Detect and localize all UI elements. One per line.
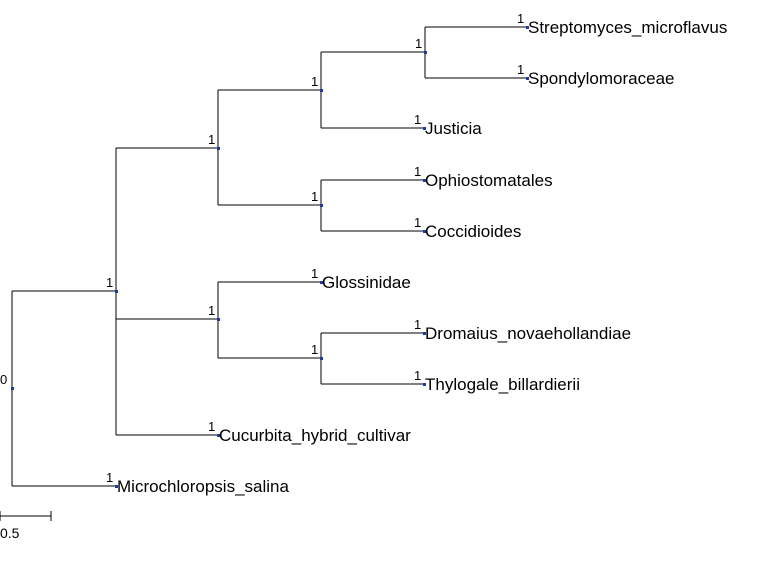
node-marker-t_thyl bbox=[423, 383, 426, 386]
node-marker-root bbox=[11, 387, 14, 390]
support-value-n5: 1 bbox=[311, 189, 318, 204]
leaf-label-t_micro: Microchloropsis_salina bbox=[117, 477, 290, 496]
leaf-label-t_spond: Spondylomoraceae bbox=[528, 69, 674, 88]
node-marker-n3 bbox=[217, 318, 220, 321]
node-marker-t_micro bbox=[115, 485, 118, 488]
node-marker-t_cocc bbox=[423, 230, 426, 233]
node-marker-t_ophi bbox=[423, 179, 426, 182]
node-marker-n4 bbox=[320, 89, 323, 92]
scale-bar-label: 0.5 bbox=[0, 525, 20, 541]
leaf-label-t_just: Justicia bbox=[425, 119, 482, 138]
support-value-t_strep: 1 bbox=[517, 11, 524, 26]
support-value-t_micro: 1 bbox=[106, 470, 113, 485]
node-marker-t_just bbox=[423, 127, 426, 130]
support-value-t_cocc: 1 bbox=[414, 215, 421, 230]
tree-branches bbox=[11, 26, 527, 487]
node-marker-n1 bbox=[115, 290, 118, 293]
node-marker-t_glos bbox=[320, 281, 323, 284]
support-value-n4: 1 bbox=[311, 74, 318, 89]
node-marker-n2 bbox=[217, 147, 220, 150]
support-value-t_spond: 1 bbox=[517, 62, 524, 77]
support-value-n2: 1 bbox=[208, 132, 215, 147]
support-value-t_ophi: 1 bbox=[414, 164, 421, 179]
support-value-n1: 1 bbox=[106, 275, 113, 290]
node-marker-t_spond bbox=[526, 77, 529, 80]
support-value-t_drom: 1 bbox=[414, 317, 421, 332]
node-marker-t_strep bbox=[526, 26, 529, 29]
node-marker-n5 bbox=[320, 204, 323, 207]
leaf-label-t_ophi: Ophiostomatales bbox=[425, 171, 553, 190]
leaf-label-t_thyl: Thylogale_billardierii bbox=[425, 375, 580, 394]
leaf-label-t_cocc: Coccidioides bbox=[425, 222, 521, 241]
leaf-label-t_cucu: Cucurbita_hybrid_cultivar bbox=[219, 426, 411, 445]
leaf-label-t_drom: Dromaius_novaehollandiae bbox=[425, 324, 631, 343]
leaf-label-t_glos: Glossinidae bbox=[322, 273, 411, 292]
support-value-root: 0 bbox=[0, 372, 7, 387]
tree-nodes bbox=[11, 26, 529, 488]
tree-labels: 0 1 1 1 1 1 1 1 1 Streptomyces_microflavus 1 Spondy… bbox=[0, 11, 727, 496]
support-value-t_thyl: 1 bbox=[414, 368, 421, 383]
scale-bar: 0.5 bbox=[0, 511, 52, 541]
support-value-n7: 1 bbox=[311, 342, 318, 357]
support-value-n3: 1 bbox=[208, 303, 215, 318]
support-value-n6: 1 bbox=[415, 36, 422, 51]
node-marker-t_cucu bbox=[217, 434, 220, 437]
support-value-t_just: 1 bbox=[414, 112, 421, 127]
leaf-label-t_strep: Streptomyces_microflavus bbox=[528, 18, 727, 37]
support-value-t_glos: 1 bbox=[311, 266, 318, 281]
support-value-t_cucu: 1 bbox=[208, 419, 215, 434]
node-marker-n6 bbox=[424, 51, 427, 54]
node-marker-t_drom bbox=[423, 332, 426, 335]
node-marker-n7 bbox=[320, 357, 323, 360]
